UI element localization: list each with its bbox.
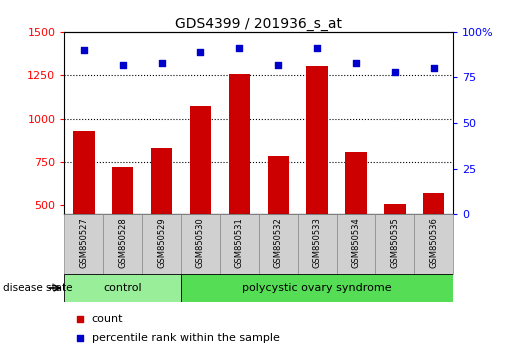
Bar (181, 274, 453, 302)
Bar (423, 193, 444, 214)
Text: GSM850534: GSM850534 (352, 217, 360, 268)
Text: percentile rank within the sample: percentile rank within the sample (92, 333, 280, 343)
Point (76, 316, 84, 321)
Text: GSM850527: GSM850527 (79, 217, 88, 268)
Point (391, 69, 399, 75)
Text: GSM850530: GSM850530 (196, 217, 205, 268)
Bar (151, 148, 173, 214)
Point (352, 60, 360, 66)
Point (235, 45, 244, 51)
Point (313, 45, 321, 51)
Bar (64, 274, 181, 302)
Bar (181, 214, 220, 274)
Bar (375, 214, 414, 274)
Bar (103, 214, 142, 274)
Text: GSM850532: GSM850532 (274, 217, 283, 268)
Bar (190, 105, 211, 214)
Point (80, 47, 88, 53)
Bar (64, 214, 103, 274)
Bar (259, 214, 298, 274)
Text: GSM850535: GSM850535 (390, 217, 399, 268)
Bar (306, 66, 328, 214)
Point (430, 65, 438, 71)
Bar (337, 214, 375, 274)
Bar (142, 214, 181, 274)
Text: GSM850531: GSM850531 (235, 217, 244, 268)
Bar (298, 214, 336, 274)
Point (76, 335, 84, 341)
Point (196, 49, 204, 55)
Point (158, 60, 166, 66)
Text: GSM850533: GSM850533 (313, 217, 321, 268)
Text: GSM850528: GSM850528 (118, 217, 127, 268)
Bar (267, 156, 289, 214)
Text: disease state: disease state (3, 283, 72, 293)
Text: control: control (104, 283, 142, 293)
Text: polycystic ovary syndrome: polycystic ovary syndrome (242, 283, 392, 293)
Point (274, 62, 282, 68)
Text: count: count (92, 314, 123, 324)
Point (118, 62, 127, 68)
Title: GDS4399 / 201936_s_at: GDS4399 / 201936_s_at (175, 17, 342, 31)
Bar (220, 214, 259, 274)
Bar (414, 214, 453, 274)
Bar (229, 74, 250, 214)
Text: GSM850529: GSM850529 (157, 217, 166, 268)
Bar (345, 152, 367, 214)
Text: GSM850536: GSM850536 (430, 217, 438, 268)
Bar (112, 167, 133, 214)
Bar (384, 204, 406, 214)
Bar (73, 131, 95, 214)
